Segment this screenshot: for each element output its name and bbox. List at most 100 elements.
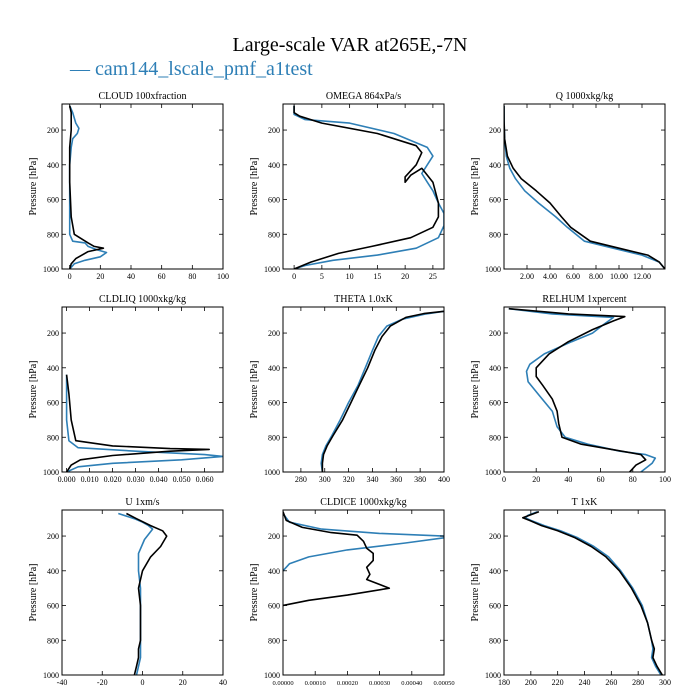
- series-line-2: [65, 374, 210, 472]
- series-line-1: [65, 374, 223, 472]
- y-tick-label: 800: [268, 636, 280, 645]
- y-tick-label: 400: [268, 161, 280, 170]
- x-tick-label: 0.060: [196, 475, 214, 484]
- x-tick-label: 60: [158, 272, 166, 281]
- x-tick-label: 6.00: [566, 272, 580, 281]
- x-tick-label: 0: [141, 678, 145, 687]
- y-tick-label: 800: [268, 433, 280, 442]
- x-tick-label: 10.00: [610, 272, 628, 281]
- x-tick-label: 40: [564, 475, 572, 484]
- y-tick-label: 600: [489, 399, 501, 408]
- x-tick-label: 20: [179, 678, 187, 687]
- x-tick-label: 4.00: [543, 272, 557, 281]
- y-tick-label: 600: [268, 602, 280, 611]
- y-tick-label: 1000: [264, 265, 280, 274]
- y-tick-label: 600: [489, 602, 501, 611]
- x-tick-label: 0: [502, 475, 506, 484]
- series-line-2: [293, 105, 440, 269]
- x-tick-label: 0.00020: [337, 680, 358, 687]
- series-line-2: [283, 511, 391, 607]
- y-tick-label: 200: [489, 126, 501, 135]
- y-tick-label: 800: [47, 433, 59, 442]
- x-tick-label: 300: [319, 475, 331, 484]
- y-tick-label: 1000: [43, 671, 59, 680]
- series-line-2: [522, 510, 663, 675]
- chart-panel-8: CLDICE 1000xkg/kg Pressure [hPa] 200 400 600…: [249, 497, 455, 687]
- y-tick-label: 600: [268, 196, 280, 205]
- series-line-1: [504, 105, 665, 269]
- y-tick-label: 200: [489, 532, 501, 541]
- plot-frame: [61, 306, 224, 473]
- x-tick-label: 280: [295, 475, 307, 484]
- x-tick-label: 100: [217, 272, 229, 281]
- x-tick-label: 12.00: [633, 272, 651, 281]
- y-tick-label: 800: [47, 230, 59, 239]
- x-tick-label: 40: [219, 678, 227, 687]
- x-tick-label: 240: [579, 678, 591, 687]
- x-tick-label: 220: [552, 678, 564, 687]
- x-tick-label: 2.00: [520, 272, 534, 281]
- plot-frame: [282, 306, 445, 473]
- x-tick-label: 180: [498, 678, 510, 687]
- y-tick-label: 600: [268, 399, 280, 408]
- y-tick-label: 600: [489, 196, 501, 205]
- y-tick-label: 1000: [485, 671, 501, 680]
- y-axis-label: Pressure [hPa]: [28, 360, 39, 418]
- y-tick-label: 1000: [43, 468, 59, 477]
- y-tick-label: 600: [47, 602, 59, 611]
- series-line-1: [508, 307, 657, 472]
- y-axis-label: Pressure [hPa]: [28, 157, 39, 215]
- figure-title: Large-scale VAR at265E,-7N: [232, 34, 468, 56]
- legend-entry: — cam144_lscale_pmf_a1test: [70, 58, 313, 80]
- series-line-2: [321, 310, 444, 472]
- series-line-2: [508, 307, 647, 472]
- y-tick-label: 200: [47, 126, 59, 135]
- panel-title: CLDLIQ 1000xkg/kg: [99, 294, 186, 305]
- y-tick-label: 400: [489, 161, 501, 170]
- x-tick-label: 260: [605, 678, 617, 687]
- chart-panel-3: Q 1000xkg/kg Pressure [hPa] 200 400 600 800 10…: [470, 91, 666, 281]
- y-tick-label: 400: [47, 364, 59, 373]
- y-tick-label: 600: [47, 196, 59, 205]
- panel-title: CLDICE 1000xkg/kg: [320, 497, 406, 508]
- y-tick-label: 400: [47, 161, 59, 170]
- x-tick-label: 0: [292, 272, 296, 281]
- series-line-1: [524, 510, 662, 675]
- plot-frame: [282, 103, 445, 270]
- y-tick-label: 200: [268, 532, 280, 541]
- y-tick-label: 800: [489, 230, 501, 239]
- y-tick-label: 200: [489, 329, 501, 338]
- y-tick-label: 600: [47, 399, 59, 408]
- x-tick-label: 8.00: [589, 272, 603, 281]
- y-axis-label: Pressure [hPa]: [249, 563, 260, 621]
- y-tick-label: 1000: [485, 468, 501, 477]
- y-tick-label: 400: [489, 567, 501, 576]
- x-tick-label: 320: [343, 475, 355, 484]
- plot-frame: [61, 509, 224, 676]
- x-tick-label: 380: [414, 475, 426, 484]
- y-axis-label: Pressure [hPa]: [470, 563, 481, 621]
- panel-title: OMEGA 864xPa/s: [326, 91, 401, 102]
- plot-frame: [503, 306, 666, 473]
- panel-title: T 1xK: [572, 497, 598, 508]
- x-tick-label: 340: [366, 475, 378, 484]
- x-tick-label: 0.040: [150, 475, 168, 484]
- panel-title: RELHUM 1xpercent: [542, 294, 626, 305]
- y-tick-label: 800: [489, 433, 501, 442]
- y-tick-label: 1000: [264, 468, 280, 477]
- series-line-1: [293, 105, 444, 269]
- panel-title: THETA 1.0xK: [334, 294, 393, 305]
- y-axis-label: Pressure [hPa]: [249, 360, 260, 418]
- y-tick-label: 800: [268, 230, 280, 239]
- x-tick-label: 400: [438, 475, 450, 484]
- chart-panel-5: THETA 1.0xK Pressure [hPa] 200 400 600 800 100…: [249, 294, 450, 484]
- x-tick-label: 0.010: [81, 475, 99, 484]
- x-tick-label: 360: [390, 475, 402, 484]
- series-line-2: [68, 105, 105, 269]
- series-line-1: [283, 513, 444, 572]
- plot-frame: [503, 509, 666, 676]
